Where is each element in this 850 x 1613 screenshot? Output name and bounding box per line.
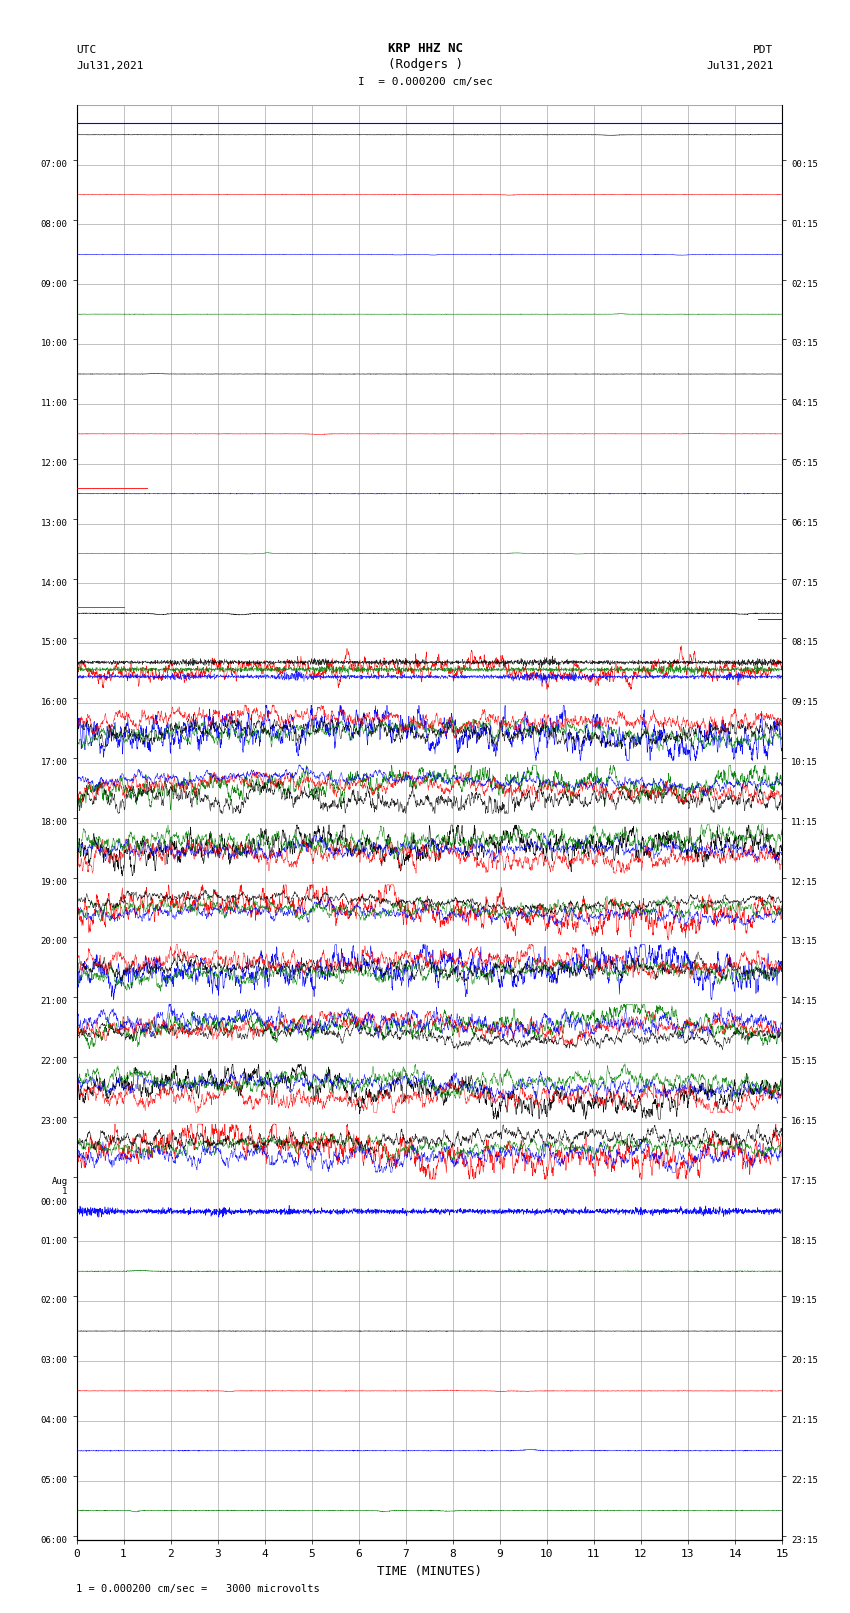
- Text: (Rodgers ): (Rodgers ): [388, 58, 462, 71]
- Text: Jul31,2021: Jul31,2021: [76, 61, 144, 71]
- Text: PDT: PDT: [753, 45, 774, 55]
- Text: KRP HHZ NC: KRP HHZ NC: [388, 42, 462, 55]
- Text: 1 = 0.000200 cm/sec =   3000 microvolts: 1 = 0.000200 cm/sec = 3000 microvolts: [76, 1584, 320, 1594]
- Text: Jul31,2021: Jul31,2021: [706, 61, 774, 71]
- Text: I  = 0.000200 cm/sec: I = 0.000200 cm/sec: [358, 77, 492, 87]
- Text: UTC: UTC: [76, 45, 97, 55]
- X-axis label: TIME (MINUTES): TIME (MINUTES): [377, 1565, 482, 1578]
